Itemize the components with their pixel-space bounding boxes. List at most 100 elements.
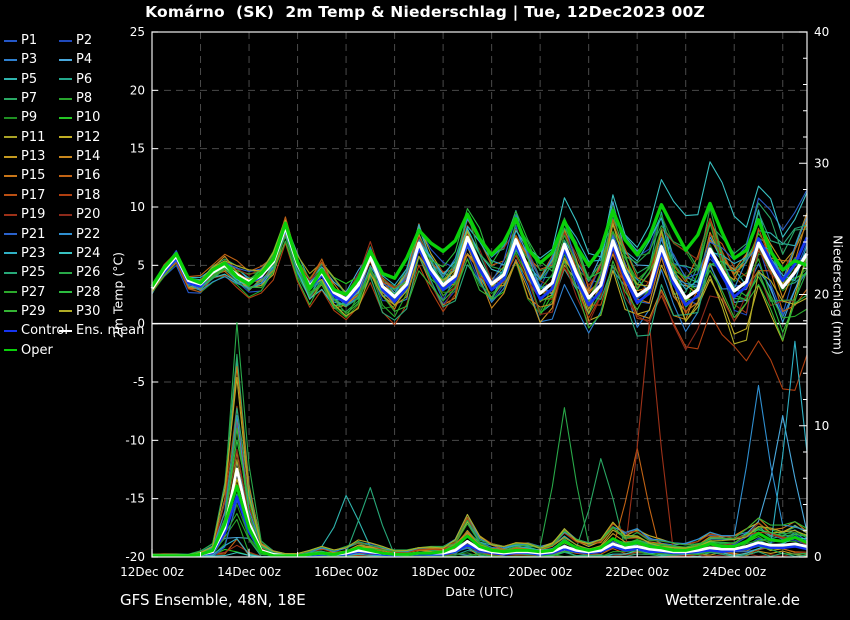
- legend-item-label: P5: [21, 71, 38, 87]
- legend-item-label: P15: [21, 168, 46, 184]
- temp-tick-label: -15: [125, 492, 145, 506]
- legend-item-label: P1: [21, 33, 38, 48]
- legend-swatch-icon: [4, 349, 17, 352]
- legend-swatch-icon: [4, 329, 17, 332]
- legend-swatch-icon: [4, 97, 17, 100]
- chart-title: Komárno (SK) 2m Temp & Niederschlag | Tu…: [145, 3, 705, 21]
- legend-item: P16: [59, 166, 100, 185]
- legend-swatch-icon: [4, 310, 17, 313]
- legend-item-label: P6: [76, 71, 93, 87]
- legend-item-label: P10: [76, 110, 101, 126]
- legend-item: P15: [4, 166, 45, 185]
- oper-temp-line: [150, 201, 808, 297]
- legend-item: P8: [59, 89, 92, 108]
- legend-item-label: P21: [21, 226, 46, 242]
- precip-member-line: [152, 321, 808, 558]
- temp-tick-label: 5: [137, 258, 145, 272]
- ens-mean-temp-line: [150, 225, 809, 301]
- legend-swatch-icon: [4, 39, 17, 42]
- precip-member-line: [151, 512, 808, 558]
- x-tick-label: 16Dec 00z: [314, 565, 378, 579]
- legend-item-label: P19: [21, 207, 46, 223]
- legend-item: P25: [4, 263, 45, 282]
- temp-tick-label: -10: [125, 433, 145, 447]
- legend-item-label: P4: [76, 52, 93, 68]
- x-tick-label: 14Dec 00z: [217, 565, 281, 579]
- legend-item-label: P28: [76, 284, 101, 300]
- legend-item: P1: [4, 31, 37, 50]
- legend-item-label: P18: [76, 187, 101, 203]
- legend-item: P17: [4, 186, 45, 205]
- legend-item-label: P24: [76, 245, 101, 261]
- legend-item-label: P20: [76, 207, 101, 223]
- legend-item-label: P26: [76, 265, 101, 281]
- legend-item: P29: [4, 302, 45, 321]
- legend-swatch-icon: [59, 194, 72, 197]
- legend-item: P23: [4, 244, 45, 263]
- temp-tick-label: -20: [125, 550, 145, 564]
- legend-item: P30: [59, 302, 100, 321]
- legend-swatch-icon: [4, 58, 17, 61]
- legend-item: P24: [59, 244, 100, 263]
- legend-item-label: P7: [21, 91, 38, 107]
- legend-item-label: P27: [21, 284, 46, 300]
- x-tick-label: 22Dec 00z: [605, 565, 669, 579]
- legend-swatch-icon: [4, 174, 17, 177]
- legend-swatch-icon: [59, 271, 72, 274]
- precip-tick-label: 10: [814, 419, 829, 433]
- legend-swatch-icon: [59, 155, 72, 158]
- legend-item-label: P9: [21, 110, 38, 126]
- legend-item: P12: [59, 128, 100, 147]
- plot-border: [151, 31, 808, 558]
- legend-swatch-icon: [59, 78, 72, 81]
- legend-item-label: P25: [21, 265, 46, 281]
- legend-swatch-icon: [59, 252, 72, 255]
- legend-item: P21: [4, 225, 45, 244]
- legend-swatch-icon: [4, 136, 17, 139]
- legend-item: P13: [4, 147, 45, 166]
- legend-item: P27: [4, 283, 45, 302]
- temp-tick-label: -5: [133, 375, 145, 389]
- legend-item-label: P16: [76, 168, 101, 184]
- legend-swatch-icon: [4, 155, 17, 158]
- legend-item: P7: [4, 89, 37, 108]
- temp-tick-label: 15: [130, 142, 145, 156]
- precip-tick-label: 20: [814, 288, 829, 302]
- temp-member-line: [151, 241, 808, 391]
- legend-item: P11: [4, 128, 45, 147]
- legend-item: P2: [59, 31, 92, 50]
- legend-item: P14: [59, 147, 100, 166]
- legend-swatch-icon: [4, 233, 17, 235]
- legend-swatch-icon: [59, 116, 72, 119]
- legend-item-label: P23: [21, 245, 46, 261]
- legend-item: P18: [59, 186, 100, 205]
- legend-item-label: P22: [76, 226, 101, 242]
- legend-item-label: P29: [21, 303, 46, 319]
- legend-swatch-icon: [4, 116, 17, 119]
- legend-item: P19: [4, 205, 45, 224]
- temp-tick-label: 20: [130, 83, 145, 97]
- legend-swatch-icon: [59, 174, 72, 177]
- legend-swatch-icon: [4, 271, 17, 274]
- legend-swatch-icon: [4, 291, 17, 294]
- x-tick-label: 18Dec 00z: [411, 565, 475, 579]
- precip-tick-label: 0: [814, 550, 822, 564]
- legend-swatch-icon: [59, 233, 72, 235]
- legend-item: P20: [59, 205, 100, 224]
- legend-item: P10: [59, 108, 100, 127]
- legend-item: P5: [4, 70, 37, 89]
- precip-tick-label: 30: [814, 156, 829, 170]
- legend-item-label: P3: [21, 52, 38, 68]
- temp-tick-label: 25: [130, 25, 145, 39]
- legend-swatch-icon: [59, 136, 72, 139]
- legend-item: P6: [59, 70, 92, 89]
- legend-swatch-icon: [59, 310, 72, 313]
- legend-item-label: P11: [21, 129, 46, 145]
- legend-item-label: Control: [21, 323, 68, 339]
- legend-item: P4: [59, 50, 92, 69]
- legend-item-label: P2: [76, 33, 93, 48]
- footer-site-credit: Wetterzentrale.de: [664, 591, 800, 609]
- legend-swatch-icon: [59, 213, 72, 216]
